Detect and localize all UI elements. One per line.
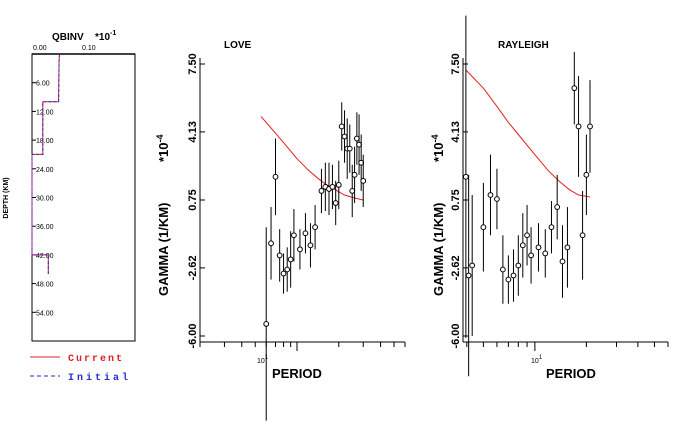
- love-y-tick-label: 0.75: [187, 189, 199, 210]
- legend-current-label: Current: [68, 354, 124, 365]
- love-data-point: [329, 184, 336, 190]
- qbinv-x-multiplier: *10-1: [95, 30, 116, 43]
- love-data-point: [338, 123, 345, 130]
- rayleigh-data-point: [469, 262, 476, 269]
- qbinv-y-tick-label: 6.00: [36, 81, 50, 88]
- rayleigh-ylabel: GAMMA (1/KM): [431, 203, 446, 296]
- rayleigh-data-point: [559, 258, 566, 265]
- qbinv-title: QBINV: [52, 32, 84, 43]
- love-data-point: [263, 321, 270, 327]
- rayleigh-data-point: [542, 250, 549, 257]
- rayleigh-title: RAYLEIGH: [498, 40, 549, 51]
- rayleigh-x-ticks: [466, 342, 669, 351]
- qbinv-y-tick-label: 36.00: [36, 224, 54, 231]
- qbinv-y-tick-label: 48.00: [36, 282, 54, 289]
- love-data-point: [349, 188, 356, 194]
- love-x-tick-label: 101: [257, 355, 269, 365]
- love-data-point: [272, 173, 279, 180]
- love-y-tick-label: -2.62: [187, 255, 199, 280]
- qbinv-y-tick-label: 18.00: [36, 138, 54, 145]
- rayleigh-data-point: [505, 276, 512, 283]
- rayleigh-model-curve: [465, 69, 591, 198]
- qbinv-ylabel: DEPTH (KM): [3, 177, 10, 218]
- rayleigh-y-ticks: 7.50 4.13 0.75 -2.62 -6.00: [450, 53, 468, 349]
- rayleigh-data-point: [499, 266, 506, 273]
- rayleigh-y-tick-label: 7.50: [450, 53, 462, 74]
- love-data-point: [312, 224, 318, 231]
- qbinv-panel: QBINV *10-1 0.00 0.10 6.00 12.00 18.00 24.0…: [3, 30, 136, 342]
- rayleigh-data-point: [587, 123, 593, 130]
- rayleigh-data-point: [535, 244, 542, 251]
- love-data-point: [302, 230, 309, 237]
- rayleigh-panel: RAYLEIGH 7.50 4.13 0.75 -2.62 -6.00 101 PERI…: [430, 15, 669, 381]
- rayleigh-data-point: [465, 272, 472, 279]
- rayleigh-data-point: [579, 232, 586, 239]
- rayleigh-data-point: [494, 196, 500, 202]
- love-xlabel: PERIOD: [272, 366, 322, 381]
- rayleigh-y-multiplier: *10-4: [430, 134, 446, 162]
- love-points: [263, 102, 367, 421]
- qbinv-y-tick-label: 30.00: [36, 196, 54, 203]
- rayleigh-y-tick-label: 0.75: [450, 189, 462, 210]
- love-data-point: [346, 145, 353, 152]
- qbinv-y-tick-label: 54.00: [36, 310, 54, 317]
- rayleigh-data-point: [564, 244, 571, 251]
- qbinv-x-tick-1: 0.10: [82, 45, 96, 52]
- rayleigh-data-point: [548, 224, 555, 231]
- rayleigh-x-tick-label: 101: [531, 355, 543, 365]
- love-data-point: [284, 266, 291, 273]
- love-ylabel: GAMMA (1/KM): [156, 203, 171, 296]
- qbinv-y-tick-label: 24.00: [36, 167, 54, 174]
- qbinv-x-tick-0: 0.00: [33, 45, 47, 52]
- rayleigh-xlabel: PERIOD: [546, 366, 596, 381]
- legend-initial-label: Initial: [68, 372, 131, 384]
- rayleigh-data-point: [554, 204, 561, 210]
- rayleigh-data-point: [524, 232, 530, 239]
- qbinv-y-tick-label: 42.00: [36, 253, 54, 260]
- love-data-point: [276, 252, 283, 259]
- love-data-point: [353, 135, 360, 142]
- love-y-ticks: 7.50 4.13 0.75 -2.62 -6.00: [187, 53, 205, 349]
- love-y-tick-label: 4.13: [187, 121, 199, 142]
- rayleigh-data-point: [528, 252, 534, 259]
- love-data-point: [291, 232, 297, 239]
- rayleigh-data-point: [510, 272, 517, 279]
- legend: Current Initial: [30, 354, 131, 384]
- rayleigh-data-point: [583, 171, 590, 178]
- love-title: LOVE: [224, 40, 252, 51]
- rayleigh-y-tick-label: -2.62: [450, 255, 462, 280]
- rayleigh-data-point: [571, 85, 578, 92]
- rayleigh-y-tick-label: 4.13: [450, 121, 462, 142]
- love-y-tick-label: 7.50: [187, 53, 199, 74]
- rayleigh-data-point: [515, 262, 522, 269]
- love-data-point: [341, 133, 348, 140]
- love-data-point: [297, 246, 303, 253]
- love-data-point: [268, 240, 274, 247]
- rayleigh-data-point: [519, 242, 526, 249]
- love-data-point: [351, 171, 358, 178]
- rayleigh-y-tick-label: -6.00: [450, 323, 462, 348]
- rayleigh-data-point: [462, 173, 469, 180]
- love-data-point: [335, 181, 342, 188]
- love-y-tick-label: -6.00: [187, 323, 199, 348]
- qbinv-y-tick-label: 12.00: [36, 109, 54, 116]
- love-model-curve: [260, 116, 364, 201]
- love-data-point: [307, 242, 314, 249]
- love-data-point: [360, 177, 367, 184]
- love-y-multiplier: *10-4: [155, 134, 171, 162]
- love-data-point: [318, 188, 325, 194]
- rayleigh-points: [462, 15, 593, 377]
- love-data-point: [287, 256, 294, 263]
- love-data-point: [280, 270, 287, 277]
- rayleigh-data-point: [575, 123, 582, 130]
- love-data-point: [332, 200, 339, 206]
- rayleigh-data-point: [487, 192, 494, 198]
- love-panel: LOVE 7.50 4.13 0.75 -2.62 -6.00 101 PERIOD G…: [155, 40, 406, 421]
- qbinv-initial-line: [31, 53, 61, 274]
- qbinv-lines: [31, 53, 61, 274]
- rayleigh-data-point: [480, 224, 487, 231]
- love-x-ticks: [199, 342, 406, 351]
